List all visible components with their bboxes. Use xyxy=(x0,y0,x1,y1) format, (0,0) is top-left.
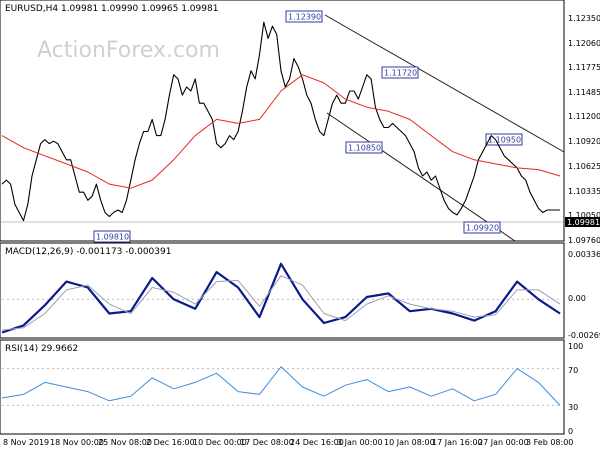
price-line xyxy=(1,21,560,222)
price-y-axis: 1.12350 1.12060 1.11775 1.11485 1.11200 … xyxy=(568,14,600,245)
x-tick: 17 Dec 08:00 xyxy=(240,438,294,447)
annotation-label: 1.09920 xyxy=(466,224,499,233)
signal-line-line xyxy=(1,275,561,331)
price-y-tick: 1.10050 xyxy=(568,211,600,220)
macd-line-line xyxy=(1,262,561,334)
current-price-label: 1.09981 xyxy=(567,218,600,227)
current-price-badge xyxy=(565,217,600,227)
annotation-label: 1.11720 xyxy=(384,69,417,78)
rsi-y-tick: 30 xyxy=(568,403,578,412)
price-panel-title: EURUSD,H4 1.09981 1.09990 1.09965 1.0998… xyxy=(5,4,218,14)
annotation-box xyxy=(381,66,419,79)
price-y-tick: 1.09760 xyxy=(568,236,600,245)
rsi-y-tick: 100 xyxy=(568,342,583,351)
price-y-tick: 1.11485 xyxy=(568,88,600,97)
x-tick: 10 Dec 00:00 xyxy=(193,438,247,447)
x-tick: 17 Jan 16:00 xyxy=(432,438,483,447)
rsi-y-tick: 70 xyxy=(568,366,578,375)
x-tick: 24 Dec 16:00 xyxy=(290,438,344,447)
annotation-label: 1.12390 xyxy=(288,13,321,22)
x-axis: 8 Nov 2019 18 Nov 00:00 25 Nov 08:00 2 D… xyxy=(3,438,573,447)
macd-y-tick: 0.003362 xyxy=(568,250,600,259)
annotation-box xyxy=(463,221,501,234)
annotation-box xyxy=(485,133,523,146)
rsi-line xyxy=(1,366,561,406)
x-tick: 27 Jan 00:00 xyxy=(478,438,529,447)
annotation-label: 1.10850 xyxy=(348,144,381,153)
price-annotations: 1.12390 1.11720 1.10850 1.10950 1.09810 … xyxy=(93,10,523,243)
price-y-tick: 1.12350 xyxy=(568,14,600,23)
price-y-tick: 1.10335 xyxy=(568,187,600,196)
macd-y-axis: 0.003362 0.00 -0.002691 xyxy=(568,250,600,340)
x-tick: 3 Jan 00:00 xyxy=(337,438,383,447)
x-tick: 25 Nov 08:00 xyxy=(98,438,152,447)
annotation-box xyxy=(345,141,383,154)
watermark: ActionForex.com xyxy=(37,38,220,63)
price-series-layer xyxy=(1,21,561,222)
macd-y-tick: -0.002691 xyxy=(568,331,600,340)
annotation-label: 1.10950 xyxy=(488,136,521,145)
rsi-series-layer xyxy=(1,366,561,406)
annotation-label: 1.09810 xyxy=(96,233,129,242)
macd-panel xyxy=(0,242,565,339)
x-tick: 8 Nov 2019 xyxy=(3,438,49,447)
annotation-box xyxy=(285,10,323,23)
price-y-tick: 1.10625 xyxy=(568,162,600,171)
rsi-y-tick: 0 xyxy=(568,427,573,436)
rsi-panel xyxy=(0,339,565,435)
x-tick: 3 Feb 08:00 xyxy=(526,438,573,447)
price-y-tick: 1.11775 xyxy=(568,63,600,72)
price-panel xyxy=(0,0,565,242)
x-tick: 18 Nov 00:00 xyxy=(50,438,104,447)
channel-lower-line xyxy=(326,112,516,242)
channel-upper-line xyxy=(324,14,565,153)
rsi-panel-title: RSI(14) 29.9662 xyxy=(5,344,78,354)
price-y-tick: 1.11200 xyxy=(568,112,600,121)
price-y-tick: 1.12060 xyxy=(568,39,600,48)
macd-y-tick: 0.00 xyxy=(568,294,586,303)
x-tick: 2 Dec 16:00 xyxy=(146,438,195,447)
macd-series-layer xyxy=(1,262,561,334)
moving-average-line xyxy=(1,74,561,189)
annotation-box xyxy=(93,230,131,243)
rsi-y-axis: 100 70 30 0 xyxy=(568,342,583,436)
price-y-tick: 1.10920 xyxy=(568,137,600,146)
macd-panel-title: MACD(12,26,9) -0.001173 -0.000391 xyxy=(5,247,171,257)
x-tick: 10 Jan 08:00 xyxy=(384,438,435,447)
